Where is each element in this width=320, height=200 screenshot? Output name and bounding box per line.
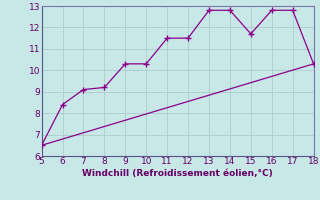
X-axis label: Windchill (Refroidissement éolien,°C): Windchill (Refroidissement éolien,°C) [82,169,273,178]
